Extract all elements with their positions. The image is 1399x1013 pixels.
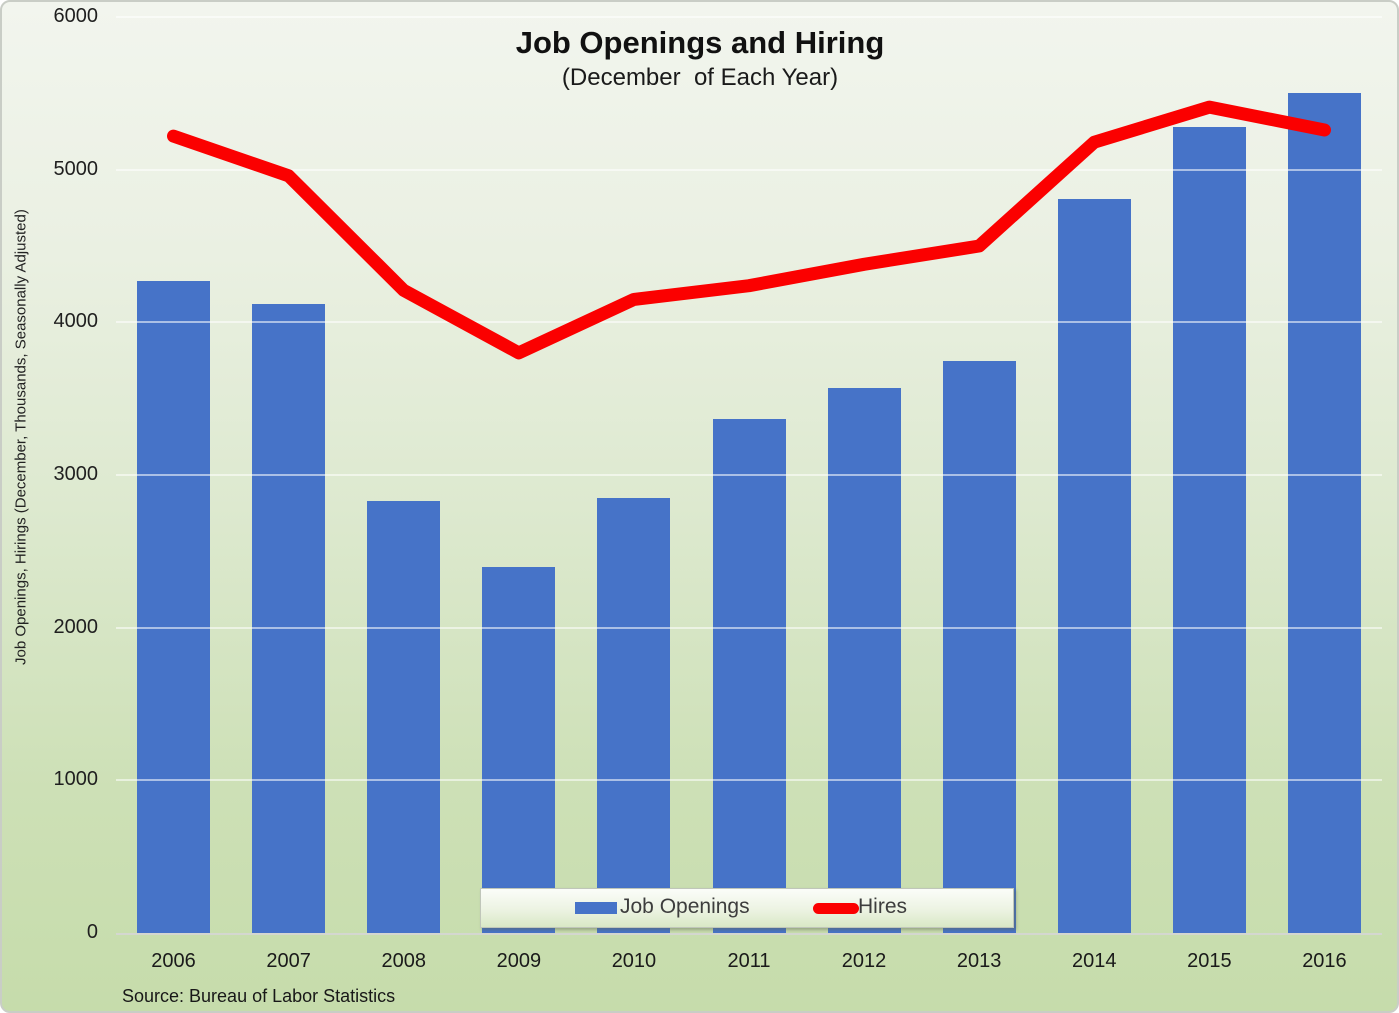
y-tick-4000: 4000 [53,310,99,333]
gridline-3000 [116,474,1382,476]
bar-2006 [137,281,210,933]
bar-2015 [1172,126,1246,933]
bar-2016 [1288,93,1361,933]
x-tick-2006: 2006 [151,950,196,972]
chart-title: Job Openings and Hiring [515,25,885,60]
x-tick-2010: 2010 [611,950,657,972]
y-tick-1000: 1000 [53,768,99,791]
gridline-2000 [116,626,1382,629]
legend-swatch-job-openings [575,902,617,914]
x-tick-2013: 2013 [956,950,1002,972]
gridline-6000 [116,16,1382,18]
bar-2011 [712,418,786,933]
bar-2013 [942,360,1016,933]
x-tick-2009: 2009 [496,950,542,972]
x-tick-2015: 2015 [1187,950,1232,972]
bar-2007 [252,304,326,933]
legend-label-job-openings: Job Openings [620,895,750,918]
y-tick-2000: 2000 [53,615,99,638]
bar-2010 [597,497,671,933]
legend-label-hires: Hires [858,895,908,918]
y-tick-5000: 5000 [53,157,99,180]
y-axis-title: Job Openings, Hirings (December, Thousan… [12,209,30,665]
x-tick-2007: 2007 [266,950,311,972]
hires-line [167,100,1331,360]
x-tick-2008: 2008 [381,950,426,972]
gridline-4000 [116,321,1382,324]
title-block: Job Openings and Hiring (December of Eac… [400,24,1000,94]
hires-polyline [167,100,1331,360]
gridline-1000 [116,779,1382,782]
x-tick-2011: 2011 [727,950,771,972]
legend-swatch-hires [813,903,859,914]
bar-2008 [367,501,441,933]
x-tick-2016: 2016 [1302,950,1347,972]
legend: Job Openings Hires [480,888,1014,928]
bar-2012 [827,388,901,933]
y-tick-3000: 3000 [53,463,99,485]
bar-2014 [1057,198,1131,933]
y-tick-6000: 6000 [53,5,99,27]
gridline-5000 [116,168,1382,171]
y-tick-0: 0 [86,921,98,943]
chart-subtitle: (December of Each Year) [561,64,839,91]
plot-area [116,16,1382,935]
source-note: Source: Bureau of Labor Statistics [122,986,396,1006]
x-tick-2012: 2012 [841,950,887,972]
x-tick-2014: 2014 [1071,950,1117,972]
